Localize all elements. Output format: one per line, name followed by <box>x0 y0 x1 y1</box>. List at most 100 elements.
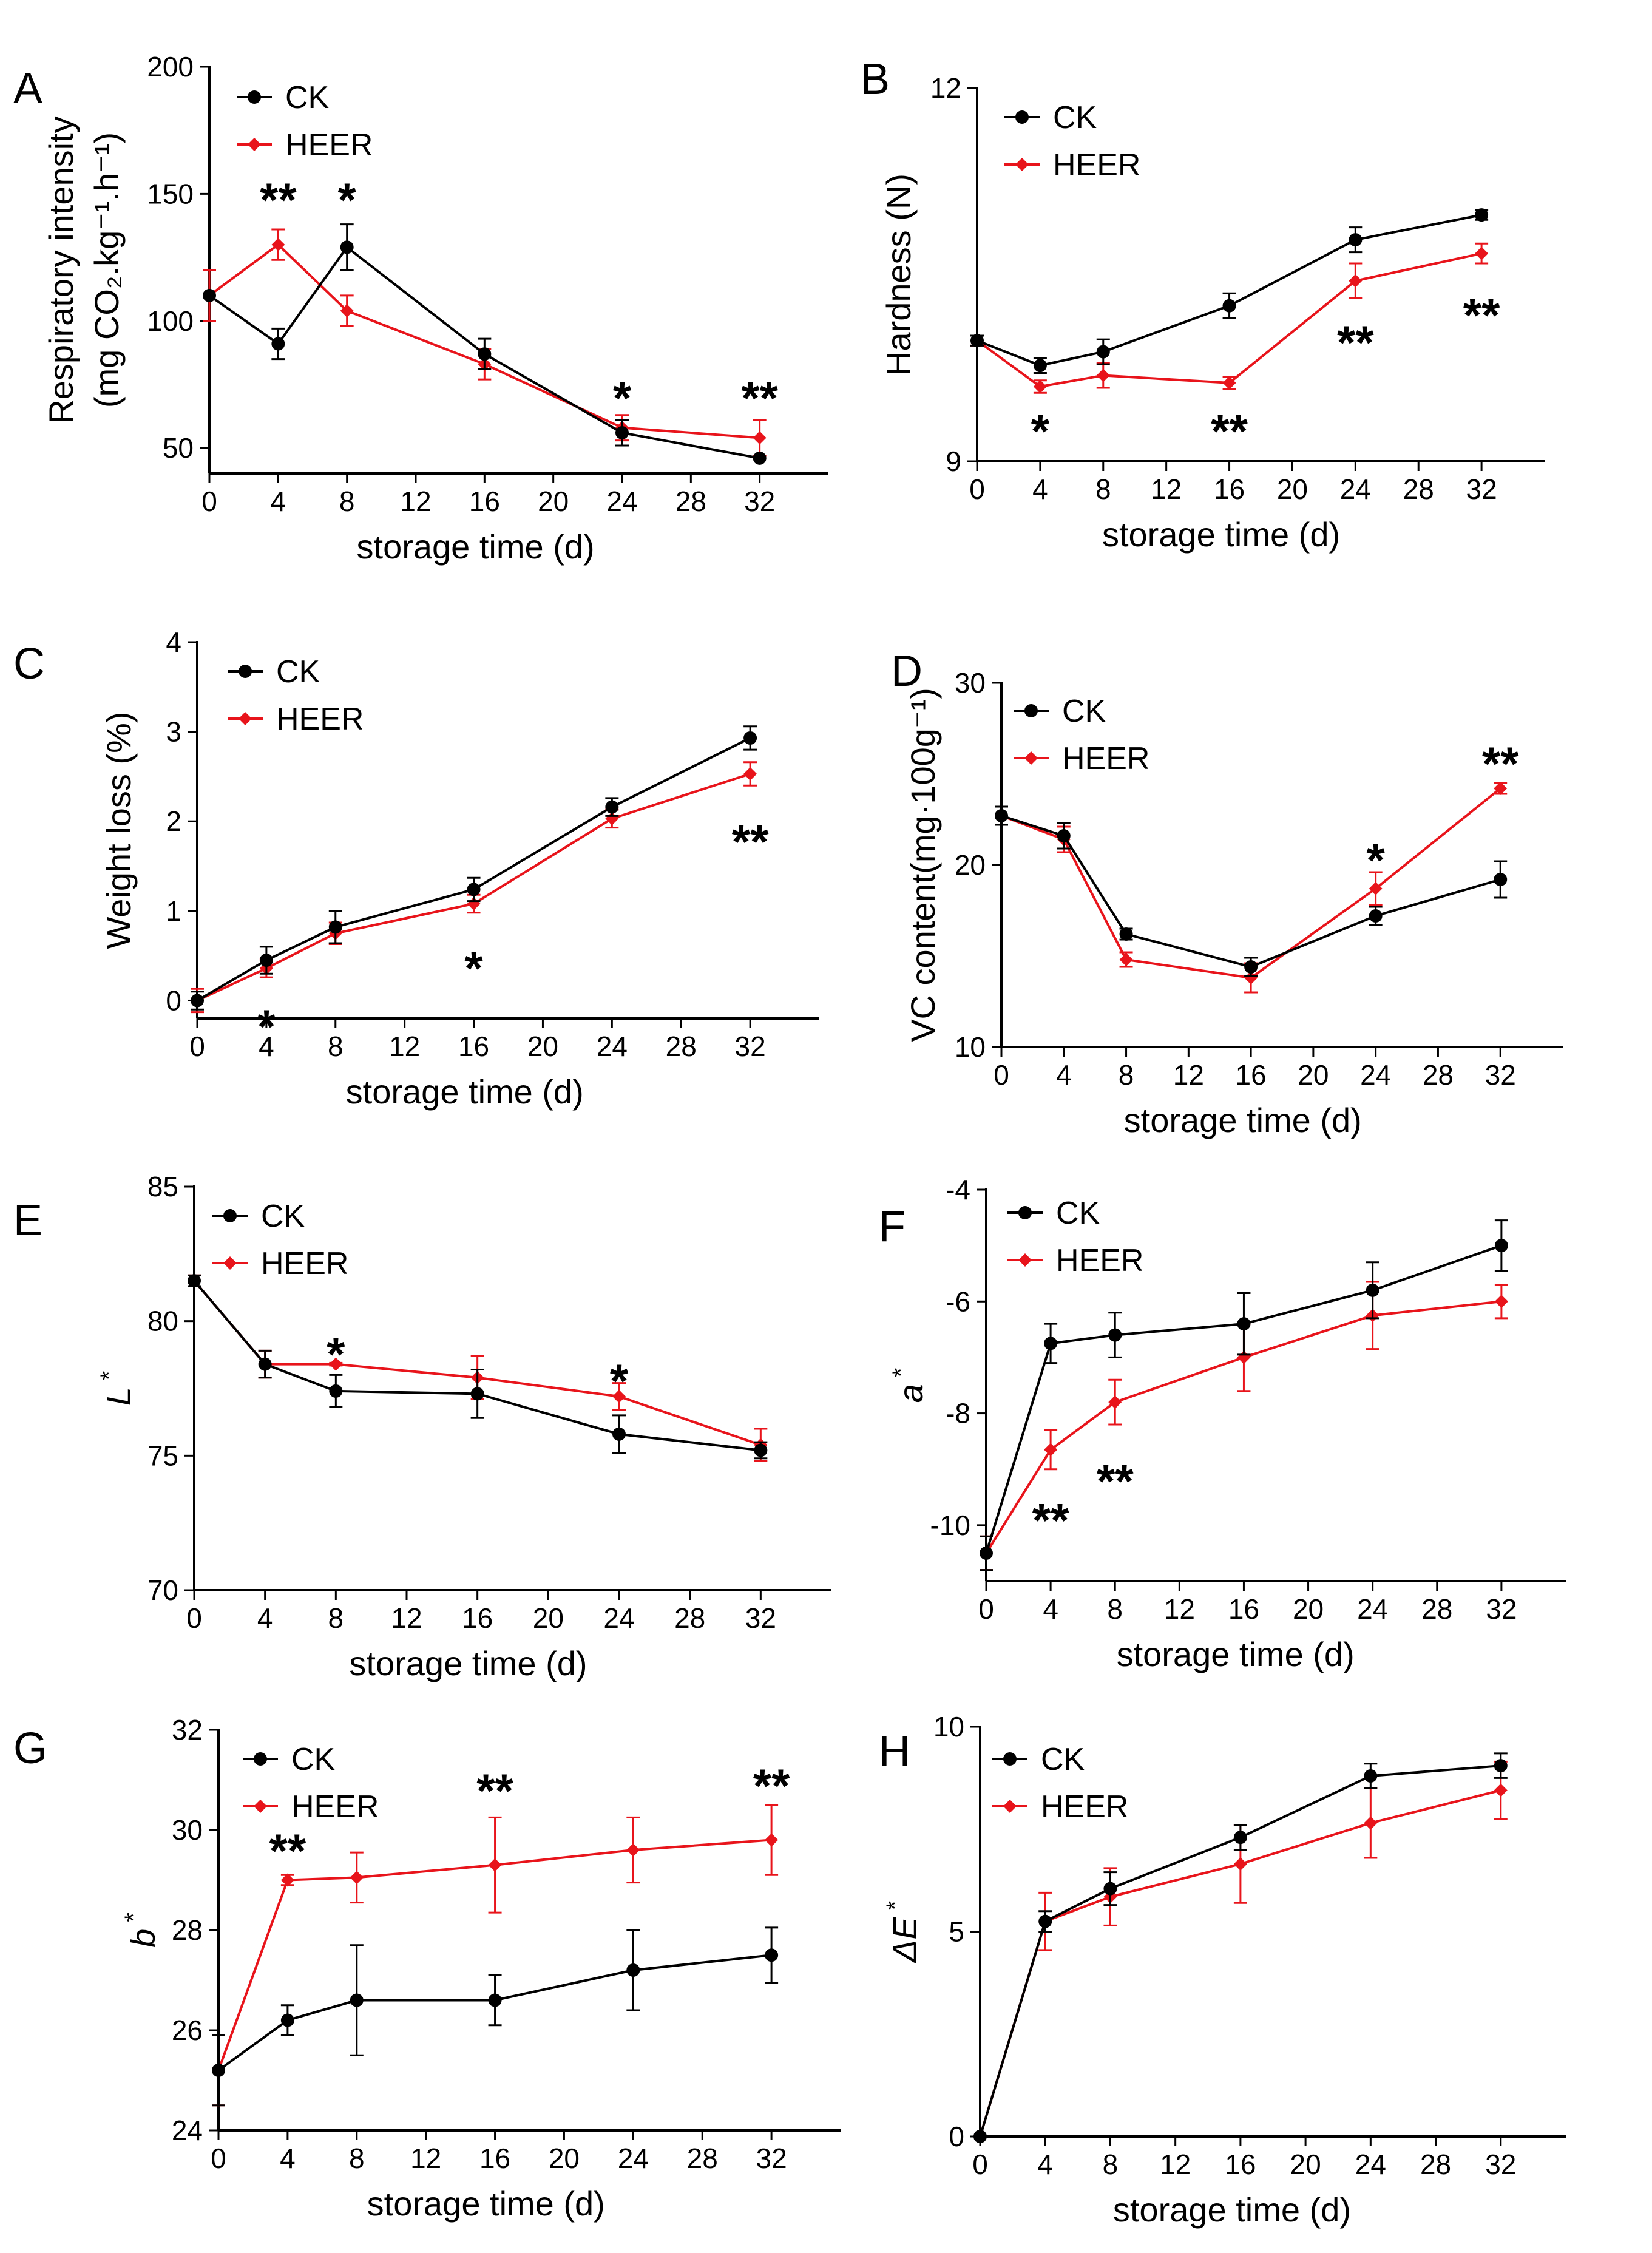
y-tick-label: 10 <box>955 1031 986 1063</box>
data-point-ck <box>1364 1769 1378 1783</box>
data-point-ck <box>1494 1759 1508 1773</box>
significance-marker: ** <box>732 815 769 869</box>
significance-marker: * <box>327 1327 345 1381</box>
x-tick-label: 12 <box>1151 473 1182 505</box>
y-tick-label: 80 <box>147 1306 178 1337</box>
legend-marker-heer <box>239 712 252 725</box>
data-point-ck <box>191 994 204 1008</box>
y-tick-label: 5 <box>949 1916 964 1948</box>
y-tick-label: 30 <box>955 667 986 699</box>
series-line-heer <box>208 243 760 439</box>
x-tick-label: 20 <box>1293 1593 1324 1625</box>
x-tick-label: 4 <box>271 486 286 517</box>
y-axis-title-superscript: * <box>120 1913 147 1929</box>
data-point-heer <box>280 1873 294 1887</box>
data-point-ck <box>1366 1283 1379 1297</box>
y-axis-title: a * <box>888 1368 930 1403</box>
data-point-heer <box>743 767 757 781</box>
significance-marker: ** <box>753 1759 790 1812</box>
x-tick-label: 8 <box>328 1602 344 1634</box>
x-tick-label: 0 <box>186 1602 202 1634</box>
x-tick-label: 4 <box>280 2143 296 2174</box>
data-point-ck <box>470 1387 484 1401</box>
data-point-ck <box>615 426 629 439</box>
data-point-ck <box>1033 359 1047 373</box>
significance-marker: * <box>1031 404 1050 458</box>
y-tick-label: 100 <box>147 305 194 337</box>
data-point-ck <box>1038 1914 1052 1928</box>
x-tick-label: 20 <box>1290 2149 1321 2180</box>
series-line-heer <box>985 1300 1502 1554</box>
legend-marker-ck <box>1003 1752 1017 1766</box>
data-point-ck <box>1475 208 1489 222</box>
x-axis-title: storage time (d) <box>1124 1101 1362 1139</box>
y-tick-label: 50 <box>163 432 194 464</box>
y-axis-title-units: (mg CO₂.kg⁻¹.h⁻¹) <box>87 132 126 408</box>
legend-label-heer: HEER <box>1053 147 1140 183</box>
x-tick-label: 32 <box>756 2143 787 2174</box>
legend-marker-heer <box>1003 1800 1017 1813</box>
y-tick-label: 75 <box>147 1440 178 1471</box>
data-point-ck <box>259 954 273 967</box>
data-point-ck <box>1494 1239 1508 1253</box>
series-line-ck <box>208 245 760 459</box>
data-point-ck <box>970 334 984 348</box>
x-tick-label: 8 <box>339 486 355 517</box>
x-axis-title: storage time (d) <box>346 1072 584 1111</box>
series-line-heer <box>976 252 1482 388</box>
x-tick-label: 28 <box>674 1602 705 1634</box>
y-axis-title-symbol: L <box>100 1387 138 1406</box>
x-tick-label: 32 <box>1485 1059 1516 1091</box>
data-point-heer <box>329 1357 343 1371</box>
legend-label-heer: HEER <box>1062 741 1149 776</box>
data-point-ck <box>1108 1328 1122 1342</box>
panel-letter-b: B <box>861 55 890 104</box>
significance-marker: ** <box>1482 737 1519 790</box>
series-line-ck <box>217 1954 772 2072</box>
x-axis-title: storage time (d) <box>1102 515 1340 554</box>
x-tick-label: 4 <box>1056 1059 1072 1091</box>
significance-marker: * <box>610 1354 629 1408</box>
y-tick-label: 4 <box>166 626 181 658</box>
data-point-heer <box>350 1871 364 1885</box>
data-point-heer <box>1033 380 1047 393</box>
y-tick-label: -6 <box>946 1286 970 1317</box>
legend-label-ck: CK <box>261 1199 305 1234</box>
x-axis-title: storage time (d) <box>367 2184 605 2223</box>
x-tick-label: 16 <box>1228 1593 1259 1625</box>
data-point-ck <box>271 337 285 351</box>
data-point-ck <box>765 1948 779 1962</box>
panel-f: F 0 4 8 12 16 20 24 28 32 -10 -8 -6 -4 storage time (d… <box>879 1174 1566 1673</box>
significance-marker: * <box>464 941 483 995</box>
data-point-heer <box>765 1833 779 1847</box>
data-point-heer <box>340 304 354 317</box>
data-point-ck <box>1222 299 1236 313</box>
data-point-heer <box>753 431 767 445</box>
x-tick-label: 0 <box>969 473 985 505</box>
data-point-ck <box>753 451 767 465</box>
data-point-ck <box>612 1427 626 1441</box>
panel-a: A 0 4 8 12 16 20 24 28 32 50 100 150 200 storage time … <box>13 51 828 566</box>
series-line-ck <box>193 1279 761 1452</box>
legend-label-ck: CK <box>1062 694 1106 729</box>
x-tick-label: 16 <box>462 1602 493 1634</box>
legend-label-ck: CK <box>1041 1742 1085 1777</box>
data-point-heer <box>1369 882 1383 895</box>
x-tick-label: 16 <box>458 1031 489 1062</box>
data-point-ck <box>258 1357 272 1371</box>
x-tick-label: 28 <box>1423 1059 1454 1091</box>
x-tick-label: 20 <box>527 1031 558 1062</box>
x-tick-label: 0 <box>994 1059 1009 1091</box>
data-point-ck <box>1103 1882 1117 1896</box>
y-tick-label: 3 <box>166 716 181 748</box>
x-tick-label: 8 <box>349 2143 365 2174</box>
panel-letter-e: E <box>13 1196 42 1245</box>
y-axis-title: L * <box>96 1371 138 1406</box>
data-point-ck <box>1057 829 1071 842</box>
data-point-ck <box>973 2130 987 2143</box>
data-point-ck <box>754 1443 768 1457</box>
legend-label-heer: HEER <box>1041 1789 1128 1824</box>
legend-e: CK HEER <box>212 1199 348 1281</box>
